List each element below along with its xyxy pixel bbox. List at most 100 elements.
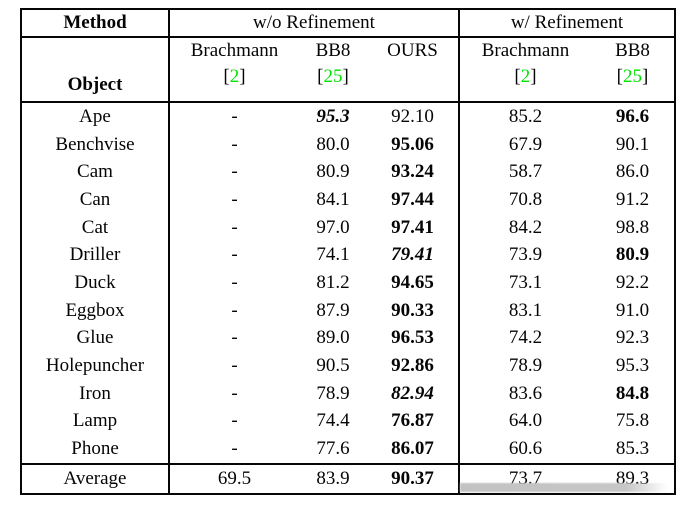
value-cell: 90.5 [316,355,350,377]
value-cell: 67.9 [508,133,543,155]
method-column-header: BB8 [25] [591,37,676,103]
table-row: Iron - 78.9 82.94 83.6 84.8 [21,379,675,408]
citation-ref [367,66,457,90]
citation-number[interactable]: 2 [520,66,531,87]
value-cell: 82.94 [367,379,460,408]
method-name: BB8 [615,40,650,61]
value-cell: 83.1 [508,299,543,321]
row-label: Driller [21,241,170,270]
value-cell: 81.2 [316,272,350,294]
citation-bracket: [ [223,66,230,87]
value-cell: 87.9 [316,299,350,321]
value-cell: 92.3 [615,327,650,349]
citation-ref[interactable]: [2] [170,66,299,90]
value-cell: 69.5 [169,462,299,494]
row-label: Holepuncher [21,352,170,380]
value-cell: 95.06 [367,130,460,159]
method-name: OURS [387,40,438,61]
citation-bracket: [ [616,66,623,87]
value-cell: 84.2 [508,216,543,238]
value-cell: 84.8 [615,382,650,404]
table-row: Ape - 95.3 92.10 85.2 96.6 [21,102,675,131]
value-cell: - [231,355,238,377]
value-cell: - [231,438,238,460]
value-cell: 77.6 [316,438,350,460]
value-cell: 85.3 [615,438,650,460]
citation-ref[interactable]: [25] [299,66,367,90]
row-label: Average [21,462,170,494]
value-cell: 98.8 [615,216,650,238]
citation-bracket: ] [530,66,537,87]
value-cell: 64.0 [508,410,543,432]
citation-bracket: ] [642,66,649,87]
method-column-header: BB8 [25] [299,37,367,103]
value-cell: 96.53 [367,324,460,353]
value-cell: 90.1 [615,133,650,155]
value-cell: 97.41 [367,213,460,242]
method-header: Method [21,9,170,38]
value-cell: 83.9 [299,462,367,494]
method-name: Brachmann [190,40,279,61]
row-label: Eggbox [21,296,170,325]
value-cell: 80.9 [316,161,350,183]
value-cell: 78.9 [508,355,543,377]
value-cell: - [231,216,238,238]
value-cell: 92.10 [367,102,460,131]
value-cell: - [231,410,238,432]
value-cell: - [231,382,238,404]
row-label: Ape [21,102,170,131]
value-cell: 76.87 [367,407,460,436]
citation-bracket: [ [514,66,521,87]
table-row: Duck - 81.2 94.65 73.1 92.2 [21,269,675,297]
method-name: Brachmann [481,40,570,61]
citation-number[interactable]: 25 [623,66,642,87]
citation-number[interactable]: 2 [229,66,240,87]
value-cell: 74.2 [508,327,543,349]
value-cell: 60.6 [508,438,543,460]
row-label: Glue [21,324,170,353]
table-row: Benchvise - 80.0 95.06 67.9 90.1 [21,130,675,159]
value-cell: 90.33 [367,296,460,325]
citation-ref[interactable]: [25] [591,66,674,90]
value-cell: 85.2 [508,105,543,127]
row-label: Cam [21,158,170,187]
value-cell: 78.9 [316,382,350,404]
method-name: BB8 [315,40,351,61]
method-column-header: Brachmann [2] [169,37,299,103]
citation-number[interactable]: 25 [323,66,343,87]
average-row: Average 69.5 83.9 90.37 73.7 89.3 [21,462,676,494]
group-header-with-refinement: w/ Refinement [459,9,676,38]
value-cell: 95.3 [316,105,350,127]
table-row: Driller - 74.1 79.41 73.9 80.9 [21,241,675,270]
value-cell: 74.1 [316,244,350,266]
row-label: Duck [21,269,170,297]
value-cell: 80.0 [316,133,350,155]
table-row: Cat - 97.0 97.41 84.2 98.8 [21,213,675,242]
value-cell: 58.7 [508,161,543,183]
value-cell: 79.41 [367,241,460,270]
header-row-methods: Object Brachmann [2] BB8 [25] OURS Brachmann [… [21,37,676,103]
row-label: Benchvise [21,130,170,159]
table-row: Eggbox - 87.9 90.33 83.1 91.0 [21,296,675,325]
value-cell: 73.1 [508,272,543,294]
method-column-header: Brachmann [2] [459,37,591,103]
citation-bracket: ] [239,66,246,87]
citation-bracket: ] [342,66,349,87]
value-cell: 93.24 [367,158,460,187]
citation-ref[interactable]: [2] [460,66,591,90]
value-cell: 86.0 [615,161,650,183]
value-cell: - [231,299,238,321]
table-row: Lamp - 74.4 76.87 64.0 75.8 [21,407,675,436]
group-header-without-refinement: w/o Refinement [169,9,460,38]
value-cell: 91.0 [615,299,650,321]
value-cell: 97.0 [316,216,350,238]
value-cell: 75.8 [615,410,650,432]
value-cell: 96.6 [615,105,650,127]
value-cell: - [231,161,238,183]
value-cell: - [231,244,238,266]
value-cell: 89.0 [316,327,350,349]
value-cell: 83.6 [508,382,543,404]
table-row: Cam - 80.9 93.24 58.7 86.0 [21,158,675,187]
citation-bracket: [ [317,66,324,87]
